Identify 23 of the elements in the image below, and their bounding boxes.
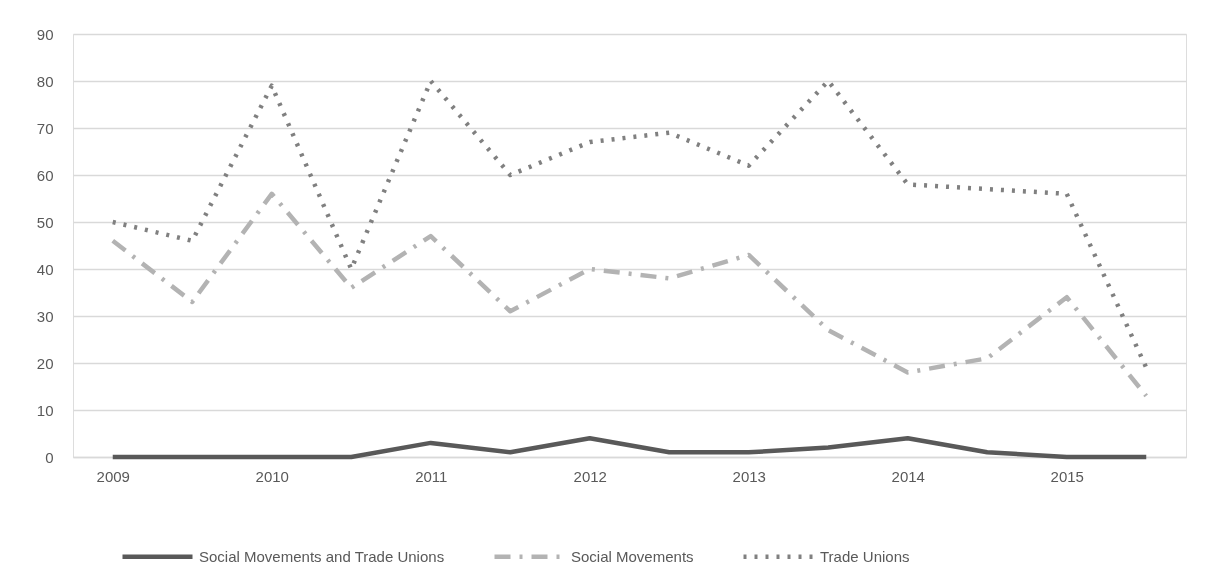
y-tick-label: 70 <box>36 119 54 137</box>
legend-label: Social Movements and Trade Unions <box>199 547 445 565</box>
y-tick-label: 90 <box>36 25 54 43</box>
x-tick-label: 2015 <box>1050 467 1084 485</box>
y-tick-label: 40 <box>36 260 54 278</box>
legend-label: Trade Unions <box>820 547 910 565</box>
y-tick-label: 10 <box>36 401 54 419</box>
x-tick-label: 2014 <box>891 467 925 485</box>
x-tick-label: 2012 <box>573 467 607 485</box>
x-tick-label: 2013 <box>732 467 766 485</box>
y-tick-label: 0 <box>45 448 54 466</box>
y-tick-label: 30 <box>36 307 54 325</box>
y-tick-label: 20 <box>36 354 54 372</box>
y-tick-label: 50 <box>36 213 54 231</box>
y-tick-label: 60 <box>36 166 54 184</box>
y-tick-label: 80 <box>36 72 54 90</box>
legend-label: Social Movements <box>571 547 694 565</box>
x-tick-label: 2011 <box>415 467 448 485</box>
line-series <box>110 435 1149 460</box>
x-tick-label: 2010 <box>255 467 289 485</box>
line-series <box>110 78 1149 370</box>
line-series <box>110 191 1149 399</box>
x-tick-label: 2009 <box>96 467 130 485</box>
